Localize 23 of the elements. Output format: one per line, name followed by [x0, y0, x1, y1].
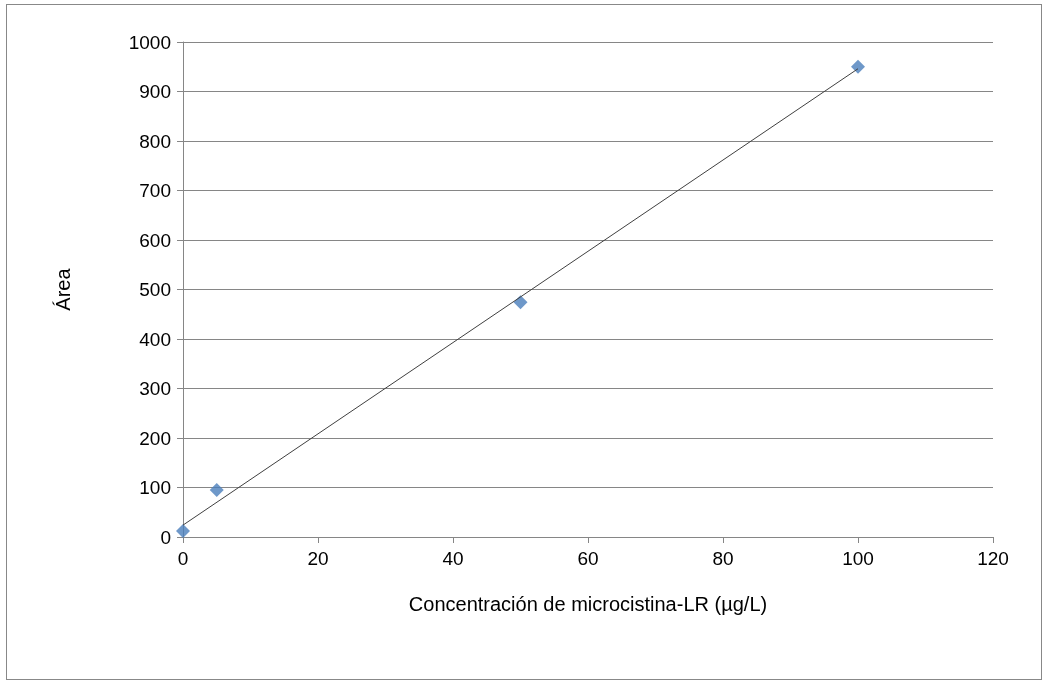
x-tick-label: 40: [442, 548, 464, 569]
point: [176, 524, 190, 539]
y-tick-label: 900: [139, 81, 171, 102]
y-tick-label: 400: [139, 328, 171, 350]
y-tick-label: 100: [139, 477, 171, 498]
x-tick-label: 120: [977, 548, 1009, 569]
y-tick-label: 700: [139, 180, 171, 201]
x-tick-label: 100: [842, 548, 874, 569]
x-tick-label: 20: [307, 548, 329, 569]
x-tick-label: 80: [712, 548, 734, 569]
point: [209, 482, 224, 497]
x-tick-label: 60: [577, 548, 599, 569]
y-tick-label: 800: [139, 130, 171, 152]
y-tick-label: 300: [139, 378, 171, 399]
point: [851, 59, 865, 74]
x-axis-title: Concentración de microcistina-LR (µg/L): [408, 593, 768, 615]
y-tick-label: 600: [139, 229, 171, 251]
y-axis-title: Área: [52, 267, 74, 311]
y-tick-label: 200: [139, 427, 171, 449]
x-tick-label: 0: [177, 548, 189, 569]
y-tick-label: 0: [160, 526, 171, 548]
y-tick-label: 500: [139, 279, 171, 300]
y-tick-label: 1000: [128, 31, 171, 53]
